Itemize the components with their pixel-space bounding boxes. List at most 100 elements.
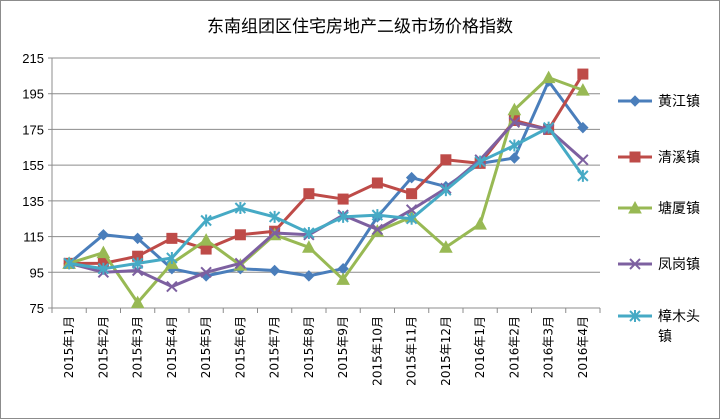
data-point — [234, 229, 246, 241]
y-tick-label: 95 — [30, 265, 44, 280]
x-tick-labels: 2015年1月 2015年2月 2015年3月 2015年4月 2015年5月 2015年… — [62, 316, 590, 386]
data-point — [577, 121, 589, 134]
x-tick-label: 2015年2月 — [96, 316, 110, 378]
data-point — [542, 121, 555, 134]
x-tick-label: 2015年3月 — [131, 316, 145, 378]
data-point — [405, 204, 418, 216]
data-point — [473, 217, 487, 230]
x-tick-label: 2016年3月 — [542, 316, 556, 378]
data-point — [577, 68, 589, 80]
axes — [48, 57, 601, 313]
series-1 — [63, 75, 589, 282]
x-tick-label: 2016年2月 — [507, 316, 521, 378]
data-point — [439, 240, 453, 253]
x-tick-label: 2015年4月 — [165, 316, 179, 378]
data-point — [508, 116, 521, 128]
data-point — [507, 102, 522, 116]
data-point — [576, 83, 590, 96]
x-tick-label: 2015年5月 — [199, 316, 213, 378]
data-point — [199, 233, 213, 246]
x-tick-label: 2016年1月 — [473, 316, 487, 378]
data-point — [508, 152, 521, 164]
data-point — [474, 155, 486, 168]
data-point — [97, 262, 110, 275]
x-tick-label: 2016年4月 — [576, 316, 590, 378]
data-point — [303, 227, 315, 239]
x-tick-label: 2015年6月 — [233, 316, 247, 378]
data-point — [234, 202, 247, 214]
legend-label: 清溪镇 — [658, 150, 700, 166]
data-point — [268, 210, 281, 223]
y-tick-label: 195 — [22, 87, 44, 102]
data-point — [629, 151, 641, 163]
data-point — [268, 227, 281, 239]
series-4 — [63, 116, 589, 293]
data-point — [440, 154, 452, 166]
series-5 — [63, 121, 589, 275]
data-point — [508, 115, 520, 126]
legend-label: 塘厦镇 — [658, 201, 700, 217]
data-point — [96, 245, 111, 259]
x-tick-label: 2015年12月 — [439, 316, 453, 386]
series-group — [62, 68, 590, 309]
data-point — [440, 184, 452, 197]
data-point — [97, 229, 110, 241]
y-tick-labels: 75 95 115 135 155 175 195 215 — [22, 51, 44, 316]
legend-item: 清溪镇 — [618, 150, 700, 166]
data-point — [166, 280, 178, 293]
y-tick-label: 215 — [22, 51, 44, 66]
data-point — [577, 169, 589, 182]
data-point — [628, 200, 642, 214]
data-point — [234, 257, 247, 270]
x-tick-label: 2015年7月 — [268, 316, 282, 378]
data-point — [629, 95, 641, 107]
x-tick-label: 2015年11月 — [405, 316, 419, 386]
data-point — [302, 240, 316, 253]
data-point — [541, 70, 556, 84]
series-line — [68, 79, 585, 278]
y-tick-label: 175 — [22, 122, 44, 137]
x-tick-label: 2015年8月 — [302, 316, 316, 378]
data-point — [371, 177, 383, 189]
legend-item: 凤岗镇 — [618, 257, 700, 273]
y-tick-label: 155 — [22, 158, 44, 173]
series-line — [69, 73, 585, 265]
y-tick-label: 75 — [30, 301, 44, 316]
x-tick-label: 2015年10月 — [370, 316, 384, 386]
data-point — [130, 295, 145, 309]
data-point — [629, 310, 641, 322]
data-point — [406, 188, 418, 200]
data-point — [166, 232, 178, 244]
data-point — [336, 272, 350, 285]
legend-item: 樟木头镇 — [618, 308, 700, 345]
series-line — [68, 76, 584, 305]
chart-title: 东南组团区住宅房地产二级市场价格指数 — [207, 17, 513, 37]
data-point — [200, 266, 212, 278]
data-point — [303, 270, 315, 282]
data-point — [371, 223, 384, 236]
legend-label: 樟木头镇 — [658, 308, 700, 345]
data-point — [405, 171, 418, 184]
data-point — [131, 232, 144, 245]
series-line — [68, 126, 585, 271]
data-point — [577, 154, 589, 166]
data-point — [131, 257, 144, 270]
data-point — [508, 139, 521, 152]
y-tick-label: 115 — [23, 230, 44, 245]
legend-item: 塘厦镇 — [618, 200, 700, 217]
data-point — [405, 212, 418, 225]
data-point — [268, 264, 281, 277]
data-point — [629, 258, 641, 270]
data-point — [166, 252, 178, 264]
x-tick-label: 2015年9月 — [336, 316, 350, 378]
legend-label: 黄江镇 — [658, 93, 700, 110]
y-tick-label: 135 — [22, 194, 44, 209]
x-tick-label: 2015年1月 — [62, 316, 76, 378]
data-point — [371, 209, 384, 222]
data-point — [337, 210, 349, 223]
data-point — [200, 214, 212, 227]
legend-item: 黄江镇 — [618, 93, 700, 110]
